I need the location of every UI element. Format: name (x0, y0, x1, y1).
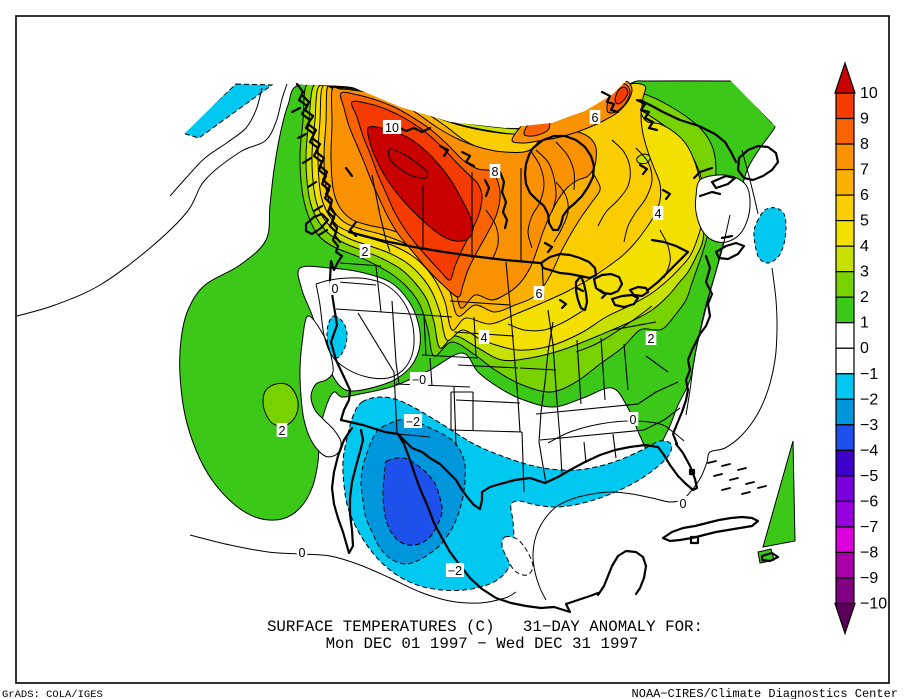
svg-text:−8: −8 (860, 545, 878, 562)
svg-text:6: 6 (536, 287, 543, 301)
svg-text:4: 4 (655, 207, 662, 221)
svg-text:SURFACE TEMPERATURES (C) 31−: SURFACE TEMPERATURES (C) 31−DAY ANOMALY … (267, 618, 703, 636)
svg-text:−4: −4 (860, 442, 878, 459)
svg-text:4: 4 (481, 331, 488, 345)
svg-text:GrADS: COLA/IGES: GrADS: COLA/IGES (2, 689, 103, 699)
svg-text:−2: −2 (860, 391, 878, 408)
svg-text:5: 5 (860, 213, 869, 230)
svg-text:7: 7 (860, 162, 869, 179)
svg-text:6: 6 (860, 187, 869, 204)
svg-text:0: 0 (299, 546, 306, 560)
svg-text:−6: −6 (860, 493, 878, 510)
svg-text:2: 2 (362, 245, 369, 259)
svg-text:Mon DEC 01 1997 − Wed DEC 31 1: Mon DEC 01 1997 − Wed DEC 31 1997 (326, 635, 639, 653)
svg-text:−0: −0 (412, 373, 426, 387)
svg-text:8: 8 (492, 165, 499, 179)
svg-text:−1: −1 (860, 366, 878, 383)
svg-text:6: 6 (592, 111, 599, 125)
svg-text:0: 0 (860, 340, 869, 357)
svg-text:−2: −2 (448, 564, 462, 578)
svg-text:2: 2 (279, 424, 286, 438)
svg-text:3: 3 (860, 264, 869, 281)
svg-text:10: 10 (860, 85, 878, 102)
svg-text:8: 8 (860, 136, 869, 153)
svg-text:−5: −5 (860, 468, 878, 485)
svg-text:−9: −9 (860, 570, 878, 587)
svg-text:0: 0 (680, 497, 687, 511)
svg-text:10: 10 (385, 121, 399, 135)
svg-text:2: 2 (860, 289, 869, 306)
svg-text:0: 0 (332, 282, 339, 296)
svg-text:2: 2 (648, 332, 655, 346)
svg-text:1: 1 (860, 315, 869, 332)
svg-text:−3: −3 (860, 417, 878, 434)
svg-text:−10: −10 (860, 596, 887, 613)
svg-text:9: 9 (860, 111, 869, 128)
svg-text:−7: −7 (860, 519, 878, 536)
svg-text:4: 4 (860, 238, 869, 255)
svg-text:0: 0 (630, 413, 637, 427)
svg-text:−2: −2 (406, 415, 420, 429)
svg-text:NOAA−CIRES/Climate Diagnostics: NOAA−CIRES/Climate Diagnostics Center (632, 687, 898, 699)
